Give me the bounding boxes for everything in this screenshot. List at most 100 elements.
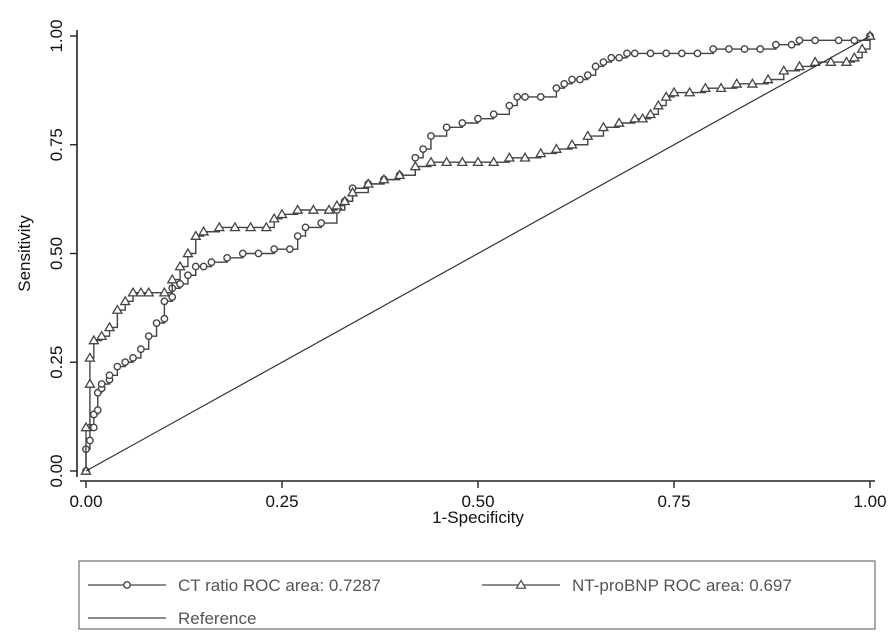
plot-area bbox=[80, 30, 876, 475]
ct-ratio-point bbox=[599, 58, 608, 66]
y-tick-label: 0.00 bbox=[47, 454, 66, 487]
ct-ratio-point bbox=[184, 271, 192, 280]
nt-probnp-point bbox=[158, 286, 171, 297]
ct-ratio-point bbox=[411, 153, 420, 162]
nt-probnp-point bbox=[260, 221, 272, 232]
nt-probnp-point bbox=[331, 199, 343, 210]
nt-probnp-point bbox=[629, 112, 641, 123]
nt-probnp-point bbox=[668, 86, 680, 97]
ct-ratio-point bbox=[199, 262, 208, 271]
nt-probnp-point bbox=[135, 286, 147, 297]
ct-ratio-point bbox=[129, 353, 137, 362]
nt-probnp-point bbox=[245, 221, 257, 232]
ct-ratio-point bbox=[176, 280, 184, 288]
nt-probnp-point bbox=[339, 195, 351, 206]
reference-line bbox=[85, 35, 871, 472]
nt-probnp-point bbox=[472, 156, 484, 167]
legend: CT ratio ROC area: 0.7287 NT-proBNP ROC a… bbox=[78, 560, 876, 630]
nt-probnp-point bbox=[652, 99, 664, 110]
ct-ratio-point bbox=[521, 93, 529, 101]
nt-probnp-point bbox=[762, 73, 774, 84]
nt-probnp-point bbox=[731, 78, 743, 88]
nt-probnp-point bbox=[276, 208, 288, 219]
nt-probnp-point bbox=[456, 156, 468, 167]
ct-ratio-point bbox=[442, 123, 451, 132]
ct-ratio-point bbox=[772, 40, 780, 49]
ct-ratio-point bbox=[207, 258, 216, 267]
ct-ratio-point bbox=[795, 36, 804, 45]
x-tick-label: 0.25 bbox=[265, 492, 298, 511]
nt-probnp-point bbox=[503, 152, 515, 162]
nt-probnp-point bbox=[213, 221, 225, 232]
ct-ratio-point bbox=[576, 75, 584, 84]
nt-probnp-point bbox=[393, 169, 406, 180]
ct-ratio-point bbox=[513, 93, 522, 101]
ct-ratio-point bbox=[238, 249, 247, 258]
ct-ratio-point bbox=[583, 71, 592, 80]
ct-ratio-point bbox=[811, 36, 820, 45]
legend-items: CT ratio ROC area: 0.7287 NT-proBNP ROC a… bbox=[88, 576, 792, 628]
ct-ratio-point bbox=[168, 293, 177, 301]
legend-box bbox=[78, 560, 876, 630]
nt-probnp-point bbox=[229, 221, 241, 232]
nt-probnp-point bbox=[535, 147, 547, 158]
nt-probnp-point bbox=[597, 121, 610, 132]
reference-diagonal bbox=[85, 35, 871, 472]
ct-ratio-point bbox=[285, 245, 294, 254]
ct-ratio-point bbox=[536, 93, 545, 101]
axes bbox=[76, 30, 875, 482]
nt-probnp-point bbox=[613, 117, 625, 127]
legend-label: NT-proBNP ROC area: 0.697 bbox=[572, 576, 792, 595]
nt-probnp-point bbox=[793, 60, 806, 71]
ct-ratio-point bbox=[89, 423, 98, 432]
legend-label: CT ratio ROC area: 0.7287 bbox=[178, 576, 381, 595]
ct-ratio-point bbox=[756, 45, 765, 53]
nt-probnp-point bbox=[425, 156, 437, 167]
legend-item: NT-proBNP ROC area: 0.697 bbox=[482, 576, 792, 595]
ct-ratio-point bbox=[662, 49, 671, 58]
nt-probnp-point bbox=[80, 421, 92, 432]
ct-ratio-point bbox=[113, 362, 122, 371]
y-tick-label: 1.00 bbox=[47, 19, 66, 52]
nt-probnp-point bbox=[644, 108, 657, 119]
nt-probnp-point bbox=[746, 78, 759, 88]
ct-ratio-point bbox=[270, 245, 279, 254]
ct-ratio-point bbox=[144, 332, 153, 341]
ct-ratio-point bbox=[105, 371, 114, 380]
nt-probnp-point bbox=[715, 82, 727, 93]
ct-ratio-point bbox=[693, 49, 702, 58]
x-tick-label: 1.00 bbox=[853, 492, 886, 511]
nt-probnp-point bbox=[292, 204, 304, 214]
ct-ratio-point bbox=[560, 79, 569, 88]
ct-ratio-point bbox=[136, 345, 145, 354]
nt-probnp-point bbox=[346, 186, 359, 197]
ct-ratio-point bbox=[489, 110, 498, 119]
ct-ratio-point bbox=[97, 380, 106, 388]
ct-ratio-point bbox=[850, 36, 859, 45]
ct-ratio-point bbox=[86, 436, 94, 445]
nt-probnp-point bbox=[441, 156, 453, 167]
ct-ratio-point bbox=[591, 62, 600, 71]
nt-probnp-point bbox=[111, 304, 123, 314]
ct-ratio-point bbox=[254, 249, 263, 258]
nt-probnp-point bbox=[566, 138, 578, 149]
ct-ratio-point bbox=[623, 49, 631, 58]
ct-ratio-point bbox=[427, 132, 435, 140]
nt-probnp-point bbox=[268, 212, 280, 223]
ct-ratio-point bbox=[568, 75, 576, 84]
ct-ratio-point bbox=[223, 253, 232, 262]
legend-triangle-marker bbox=[515, 579, 527, 589]
y-tick-label: 0.50 bbox=[47, 237, 66, 270]
nt-probnp-series-line bbox=[85, 36, 871, 471]
ct-ratio-point bbox=[121, 358, 130, 367]
nt-probnp-point bbox=[174, 260, 186, 271]
nt-probnp-point bbox=[166, 273, 178, 284]
tick-labels: 0.00 0.25 0.50 0.75 1.00 0.00 0.25 0.50 0.75 1.00 bbox=[47, 19, 887, 511]
nt-probnp-point bbox=[88, 334, 100, 345]
nt-probnp-point bbox=[362, 178, 374, 188]
ct-ratio-point bbox=[505, 101, 514, 110]
ct-ratio-point bbox=[787, 40, 796, 49]
nt-probnp-point bbox=[684, 86, 696, 97]
nt-probnp-point bbox=[550, 143, 563, 153]
